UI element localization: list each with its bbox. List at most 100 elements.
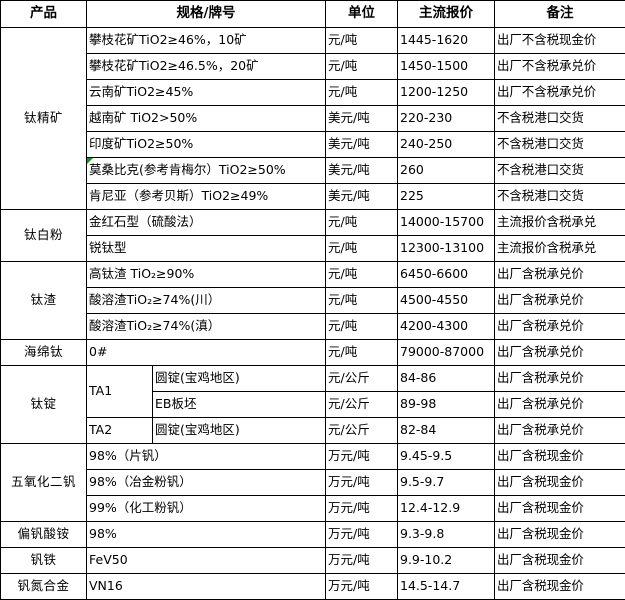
- cell-spec: 酸溶渣TiO₂≥74%(滇）: [87, 314, 326, 340]
- cell-price: 14000-15700: [398, 210, 495, 236]
- cell-price: 220-230: [398, 106, 495, 132]
- cell-spec: 酸溶渣TiO₂≥74%(川）: [87, 288, 326, 314]
- cell-spec: EB板坯: [153, 392, 326, 418]
- cell-spec: 98%（片钒）: [87, 444, 326, 470]
- cell-price: 9.45-9.5: [398, 444, 495, 470]
- cell-spec: 0#: [87, 340, 326, 366]
- cell-remark: 出厂含税现金价: [495, 470, 625, 496]
- cell-unit: 元/吨: [326, 210, 398, 236]
- cell-spec: 越南矿 TiO2>50%: [87, 106, 326, 132]
- column-header-spec: 规格/牌号: [87, 1, 326, 28]
- cell-grade: TA2: [87, 418, 153, 444]
- cell-product: 钛渣: [1, 262, 87, 340]
- cell-spec: 肯尼亚（参考贝斯）TiO2≥49%: [87, 184, 326, 210]
- cell-unit: 美元/吨: [326, 184, 398, 210]
- cell-remark: 不含税港口交货: [495, 184, 625, 210]
- cell-unit: 万元/吨: [326, 496, 398, 522]
- cell-price: 89-98: [398, 392, 495, 418]
- cell-spec: VN16: [87, 574, 326, 600]
- cell-remark: 出厂含税承兑价: [495, 288, 625, 314]
- cell-remark: 出厂含税承兑价: [495, 392, 625, 418]
- cell-spec: 99%（化工粉钒）: [87, 496, 326, 522]
- cell-unit: 美元/吨: [326, 132, 398, 158]
- cell-price: 14.5-14.7: [398, 574, 495, 600]
- cell-price: 4500-4550: [398, 288, 495, 314]
- cell-spec: 圆锭(宝鸡地区): [153, 418, 326, 444]
- cell-unit: 元/吨: [326, 262, 398, 288]
- cell-remark: 出厂含税现金价: [495, 444, 625, 470]
- cell-remark: 出厂含税现金价: [495, 548, 625, 574]
- cell-unit: 元/公斤: [326, 392, 398, 418]
- cell-product: 五氧化二钒: [1, 444, 87, 522]
- cell-unit: 美元/吨: [326, 106, 398, 132]
- cell-spec-with-comment-marker: 莫桑比克(参考肯梅尔）TiO2≥50%: [87, 158, 326, 184]
- cell-spec: 98%（冶金粉钒）: [87, 470, 326, 496]
- cell-remark: 不含税港口交货: [495, 106, 625, 132]
- cell-remark: 出厂含税承兑价: [495, 366, 625, 392]
- cell-price: 9.3-9.8: [398, 522, 495, 548]
- cell-price: 79000-87000: [398, 340, 495, 366]
- cell-price: 84-86: [398, 366, 495, 392]
- cell-spec: 印度矿TiO2≥50%: [87, 132, 326, 158]
- cell-unit: 元/吨: [326, 288, 398, 314]
- cell-price: 1450-1500: [398, 54, 495, 80]
- cell-remark: 出厂含税现金价: [495, 522, 625, 548]
- cell-spec: 攀枝花矿TiO2≥46.5%，20矿: [87, 54, 326, 80]
- cell-product: 钛白粉: [1, 210, 87, 262]
- cell-spec: 攀枝花矿TiO2≥46%，10矿: [87, 28, 326, 54]
- cell-spec: 98%: [87, 522, 326, 548]
- cell-price: 12300-13100: [398, 236, 495, 262]
- cell-unit: 元/吨: [326, 236, 398, 262]
- column-header-product: 产品: [1, 1, 87, 28]
- cell-product: 钒氮合金: [1, 574, 87, 600]
- cell-remark: 不含税港口交货: [495, 158, 625, 184]
- cell-remark: 出厂含税承兑价: [495, 262, 625, 288]
- cell-price: 9.5-9.7: [398, 470, 495, 496]
- cell-spec: 云南矿TiO2≥45%: [87, 80, 326, 106]
- cell-unit: 万元/吨: [326, 522, 398, 548]
- cell-unit: 元/吨: [326, 54, 398, 80]
- header-row: 产品 规格/牌号 单位 主流报价 备注: [1, 1, 625, 28]
- cell-spec: FeV50: [87, 548, 326, 574]
- cell-price: 260: [398, 158, 495, 184]
- cell-price: 6450-6600: [398, 262, 495, 288]
- column-header-remark: 备注: [495, 1, 625, 28]
- table-header: 产品 规格/牌号 单位 主流报价 备注: [1, 1, 625, 28]
- cell-unit: 万元/吨: [326, 574, 398, 600]
- cell-remark: 出厂不含税承兑价: [495, 54, 625, 80]
- cell-product: 海绵钛: [1, 340, 87, 366]
- cell-spec: 圆锭(宝鸡地区): [153, 366, 326, 392]
- cell-unit: 元/吨: [326, 28, 398, 54]
- cell-price: 9.9-10.2: [398, 548, 495, 574]
- cell-unit: 元/吨: [326, 340, 398, 366]
- cell-product: 偏钒酸铵: [1, 522, 87, 548]
- cell-remark: 主流报价含税承兑: [495, 210, 625, 236]
- cell-price: 4200-4300: [398, 314, 495, 340]
- cell-remark: 不含税港口交货: [495, 132, 625, 158]
- cell-product: 钛锭: [1, 366, 87, 444]
- cell-product: 钒铁: [1, 548, 87, 574]
- column-header-unit: 单位: [326, 1, 398, 28]
- cell-price: 240-250: [398, 132, 495, 158]
- cell-price: 1200-1250: [398, 80, 495, 106]
- cell-grade: TA1: [87, 366, 153, 418]
- cell-price: 82-84: [398, 418, 495, 444]
